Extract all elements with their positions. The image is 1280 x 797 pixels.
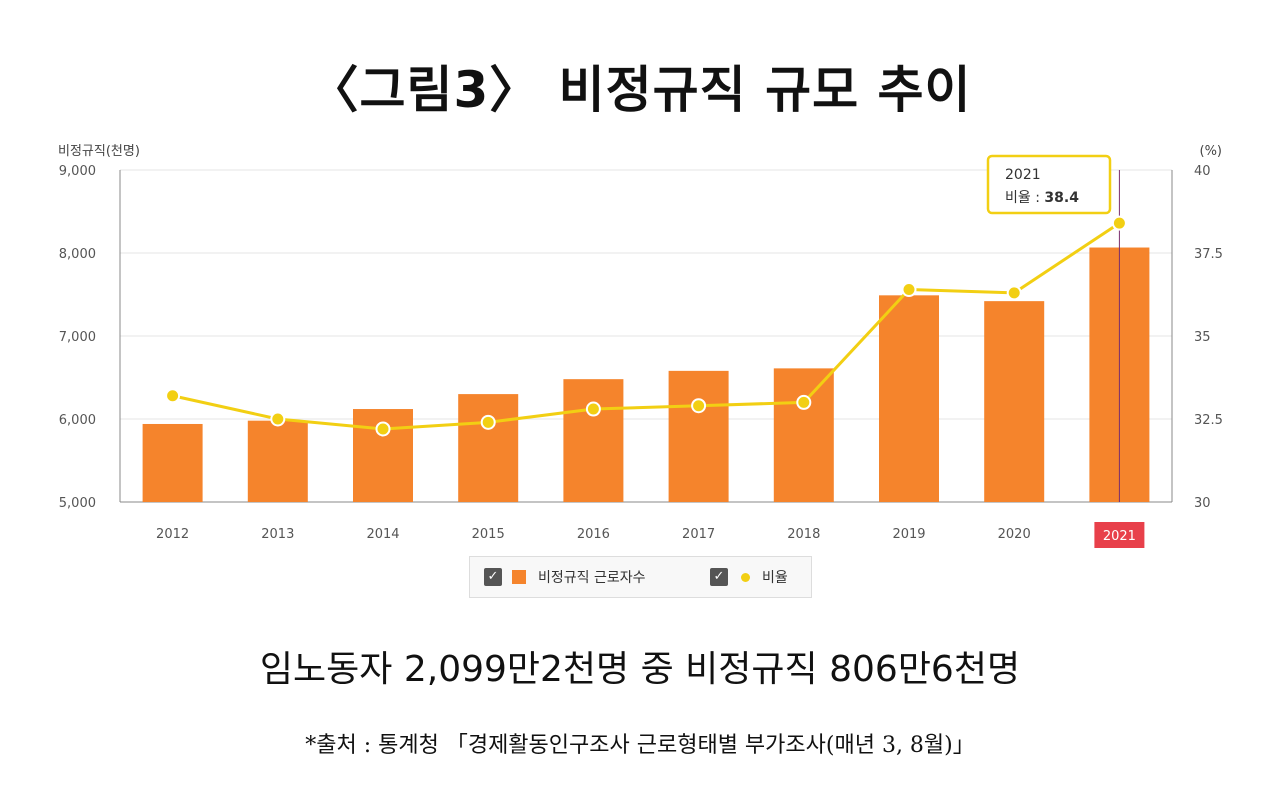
- x-tick-label: 2013: [261, 527, 294, 542]
- x-tick-highlight-bg: [1094, 522, 1145, 548]
- y-tick-left: 9,000: [59, 164, 96, 179]
- tooltip-value: 비율 : 38.4: [1005, 190, 1079, 206]
- x-tick-label: 2017: [682, 527, 715, 542]
- page-title: 〈그림3〉 비정규직 규모 추이: [308, 61, 972, 119]
- ratio-point-2019: [901, 282, 917, 298]
- x-tick-label: 2012: [156, 527, 189, 542]
- x-tick-label: 2015: [472, 527, 505, 542]
- x-tick-label: 2020: [998, 527, 1031, 542]
- x-tick-label: 2014: [366, 527, 399, 542]
- legend-item-bar[interactable]: ✓ 비정규직 근로자수: [484, 557, 646, 597]
- y-tick-right: 32.5: [1194, 413, 1223, 428]
- ratio-point-2012: [165, 388, 181, 404]
- y-tick-left: 7,000: [59, 330, 96, 345]
- bar-2013: [247, 420, 308, 502]
- x-tick-label: 2019: [892, 527, 925, 542]
- ratio-line: [172, 221, 1121, 431]
- bar-2015: [458, 394, 519, 502]
- bar-swatch-icon: [512, 570, 526, 584]
- chart-legend: ✓ 비정규직 근로자수 ✓ 비율: [469, 556, 812, 598]
- ratio-point-2021: [1111, 215, 1127, 231]
- checkbox-icon[interactable]: ✓: [484, 568, 502, 586]
- ratio-point-2017: [691, 398, 707, 414]
- y-tick-right: 37.5: [1194, 247, 1223, 262]
- y-tick-left: 5,000: [59, 496, 96, 511]
- legend-label-ratio: 비율: [762, 570, 788, 586]
- y-tick-left: 8,000: [59, 247, 96, 262]
- checkbox-icon[interactable]: ✓: [710, 568, 728, 586]
- bar-2019: [879, 295, 939, 502]
- line-swatch-icon: [741, 572, 750, 582]
- ratio-point-2020: [1006, 285, 1022, 301]
- legend-item-line[interactable]: ✓ 비율: [710, 557, 788, 597]
- y-tick-left: 6,000: [59, 413, 96, 428]
- x-tick-label: 2016: [577, 527, 610, 542]
- bar-2016: [563, 379, 624, 502]
- x-tick-label: 2021: [1103, 529, 1136, 544]
- tooltip-year: 2021: [1005, 167, 1041, 183]
- tooltip-box: [986, 154, 1112, 215]
- chart: 5,000 30 6,000 32.5 7,000 35 8,000 37.5 9,000 40 비…: [58, 144, 1223, 548]
- bar-2017: [668, 370, 729, 502]
- y-axis-label-left: 비정규직(천명): [58, 144, 140, 159]
- ratio-point-2013: [270, 411, 286, 427]
- ratio-point-2016: [585, 401, 601, 417]
- bar-2018: [773, 368, 834, 502]
- y-axis-label-right: (%): [1200, 144, 1223, 159]
- ratio-point-2018: [796, 394, 812, 410]
- x-tick-label: 2018: [787, 527, 820, 542]
- legend-label-workers: 비정규직 근로자수: [538, 570, 646, 586]
- y-tick-right: 35: [1194, 330, 1211, 345]
- subtitle: 임노동자 2,099만2천명 중 비정규직 806만6천명: [259, 649, 1021, 690]
- y-tick-right: 30: [1194, 496, 1211, 511]
- ratio-point-2014: [375, 421, 391, 437]
- ratio-point-2015: [480, 414, 496, 430]
- source-note: *출처 : 통계청 「경제활동인구조사 근로형태별 부가조사(매년 3, 8월)…: [305, 733, 975, 758]
- y-tick-right: 40: [1194, 164, 1211, 179]
- bar-2020: [984, 301, 1045, 502]
- bar-2012: [142, 423, 203, 502]
